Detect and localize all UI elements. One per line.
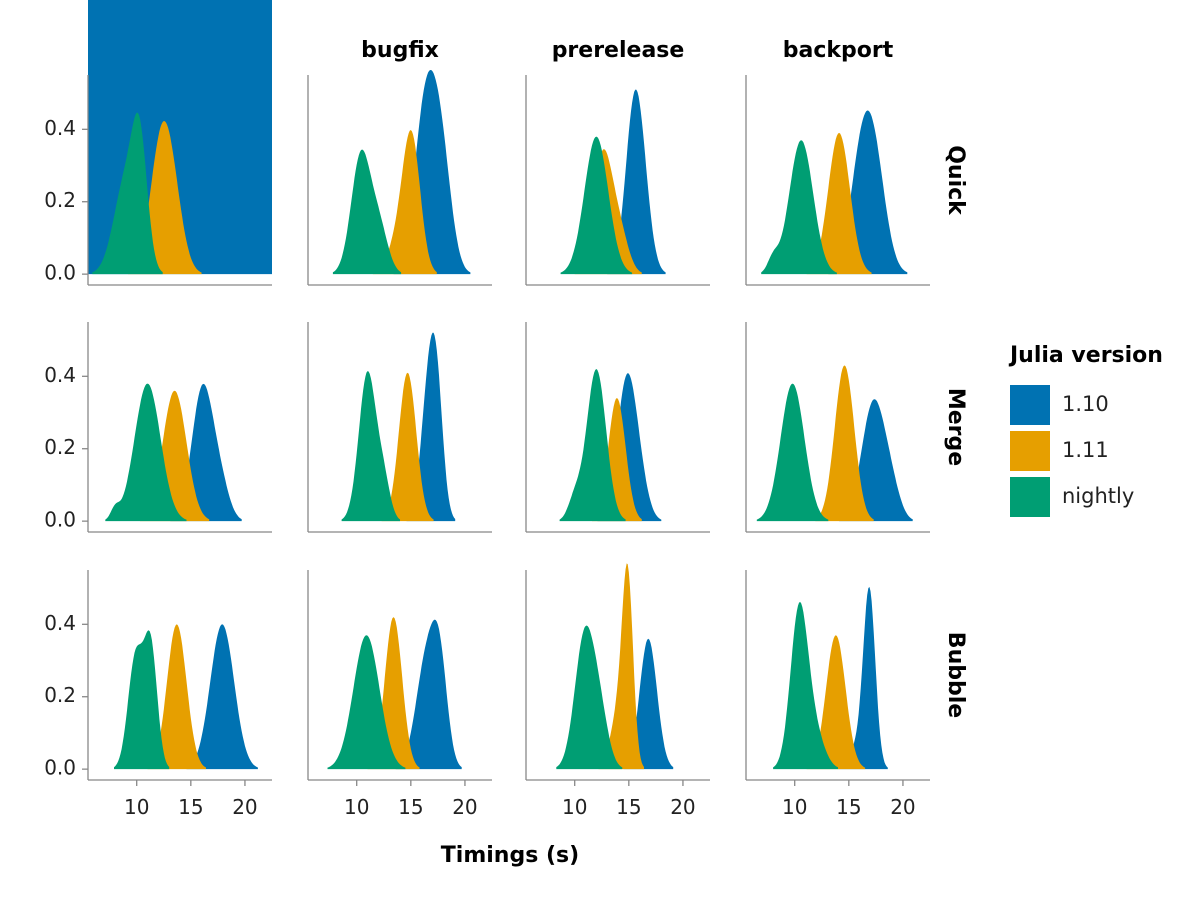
density-nightly-master-bubble	[114, 630, 170, 770]
density-nightly-master-merge	[105, 383, 187, 522]
density-1-11-bugfix-quick	[372, 130, 437, 275]
x-tick-label: 10	[562, 795, 587, 819]
density-1-11-master-bubble	[147, 624, 206, 770]
x-tick-label: 10	[344, 795, 369, 819]
x-tick-label: 15	[178, 795, 203, 819]
density-1-10-master-bubble	[186, 624, 258, 770]
x-axis-label: Timings (s)	[441, 843, 579, 868]
panel-prerelease-quick	[560, 89, 666, 275]
x-tick-label: 20	[670, 795, 695, 819]
x-tick-label: 10	[782, 795, 807, 819]
legend-title: Julia version	[1008, 343, 1163, 368]
panel-backport-merge	[756, 365, 913, 522]
panel-master-bubble	[114, 624, 258, 770]
panel-prerelease-merge	[559, 369, 662, 522]
density-1-11-bugfix-merge	[381, 372, 434, 522]
y-tick-label: 0.0	[44, 756, 76, 780]
column-title-backport: backport	[783, 38, 894, 63]
panel-master-quick	[88, 0, 272, 275]
panel-bugfix-bubble	[327, 617, 462, 770]
density-nightly-prerelease-bubble	[556, 625, 623, 770]
row-title-quick: Quick	[943, 145, 968, 216]
density-1-11-backport-merge	[815, 365, 874, 522]
x-tick-label: 15	[616, 795, 641, 819]
y-tick-label: 0.4	[44, 116, 76, 140]
x-tick-label: 20	[890, 795, 915, 819]
density-nightly-prerelease-quick	[560, 136, 633, 275]
panel-bugfix-merge	[341, 332, 456, 522]
row-title-merge: Merge	[943, 388, 968, 466]
axes: 0.0 0.2 0.4 0.0 0.2 0.4 0.0 0.2 0.4 10 15 20 10 15 20 1…	[44, 75, 930, 819]
legend: Julia version 1.10 1.11 nightly	[1008, 343, 1163, 517]
legend-label-nightly: nightly	[1062, 484, 1134, 508]
y-tick-label: 0.2	[44, 435, 76, 459]
legend-label-1-11: 1.11	[1062, 438, 1109, 462]
panel-bugfix-quick	[332, 70, 471, 275]
x-tick-label: 20	[232, 795, 257, 819]
column-title-bugfix: bugfix	[361, 38, 439, 63]
y-tick-label: 0.0	[44, 261, 76, 285]
panel-master-merge	[105, 383, 242, 522]
density-nightly-backport-quick	[761, 140, 837, 275]
density-nightly-bugfix-merge	[341, 371, 400, 522]
x-tick-label: 15	[836, 795, 861, 819]
column-title-prerelease: prerelease	[552, 38, 685, 63]
density-nightly-backport-merge	[756, 383, 829, 522]
y-tick-label: 0.0	[44, 508, 76, 532]
y-tick-label: 0.4	[44, 363, 76, 387]
row-title-bubble: Bubble	[943, 632, 968, 718]
row-titles: Quick Merge Bubble	[943, 145, 968, 718]
density-1-10-bugfix-bubble	[395, 619, 462, 770]
panel-backport-quick	[761, 110, 908, 275]
panel-prerelease-bubble	[556, 563, 674, 770]
x-tick-label: 15	[398, 795, 423, 819]
legend-swatch-1-11	[1010, 431, 1050, 471]
density-nightly-master-quick	[92, 112, 163, 275]
x-tick-label: 10	[124, 795, 149, 819]
density-nightly-backport-bubble	[773, 601, 838, 770]
density-nightly-bugfix-bubble	[327, 635, 406, 770]
density-1-11-backport-quick	[806, 132, 872, 275]
panels	[88, 0, 913, 770]
y-tick-label: 0.4	[44, 611, 76, 635]
density-1-10-backport-bubble	[838, 586, 888, 770]
panel-backport-bubble	[773, 586, 888, 770]
y-tick-label: 0.2	[44, 188, 76, 212]
density-nightly-bugfix-quick	[332, 149, 402, 275]
density-nightly-prerelease-merge	[559, 369, 626, 522]
legend-label-1-10: 1.10	[1062, 392, 1109, 416]
density-1-11-prerelease-bubble	[598, 563, 644, 770]
legend-swatch-1-10	[1010, 385, 1050, 425]
legend-swatch-nightly	[1010, 477, 1050, 517]
x-tick-label: 20	[452, 795, 477, 819]
y-tick-label: 0.2	[44, 683, 76, 707]
